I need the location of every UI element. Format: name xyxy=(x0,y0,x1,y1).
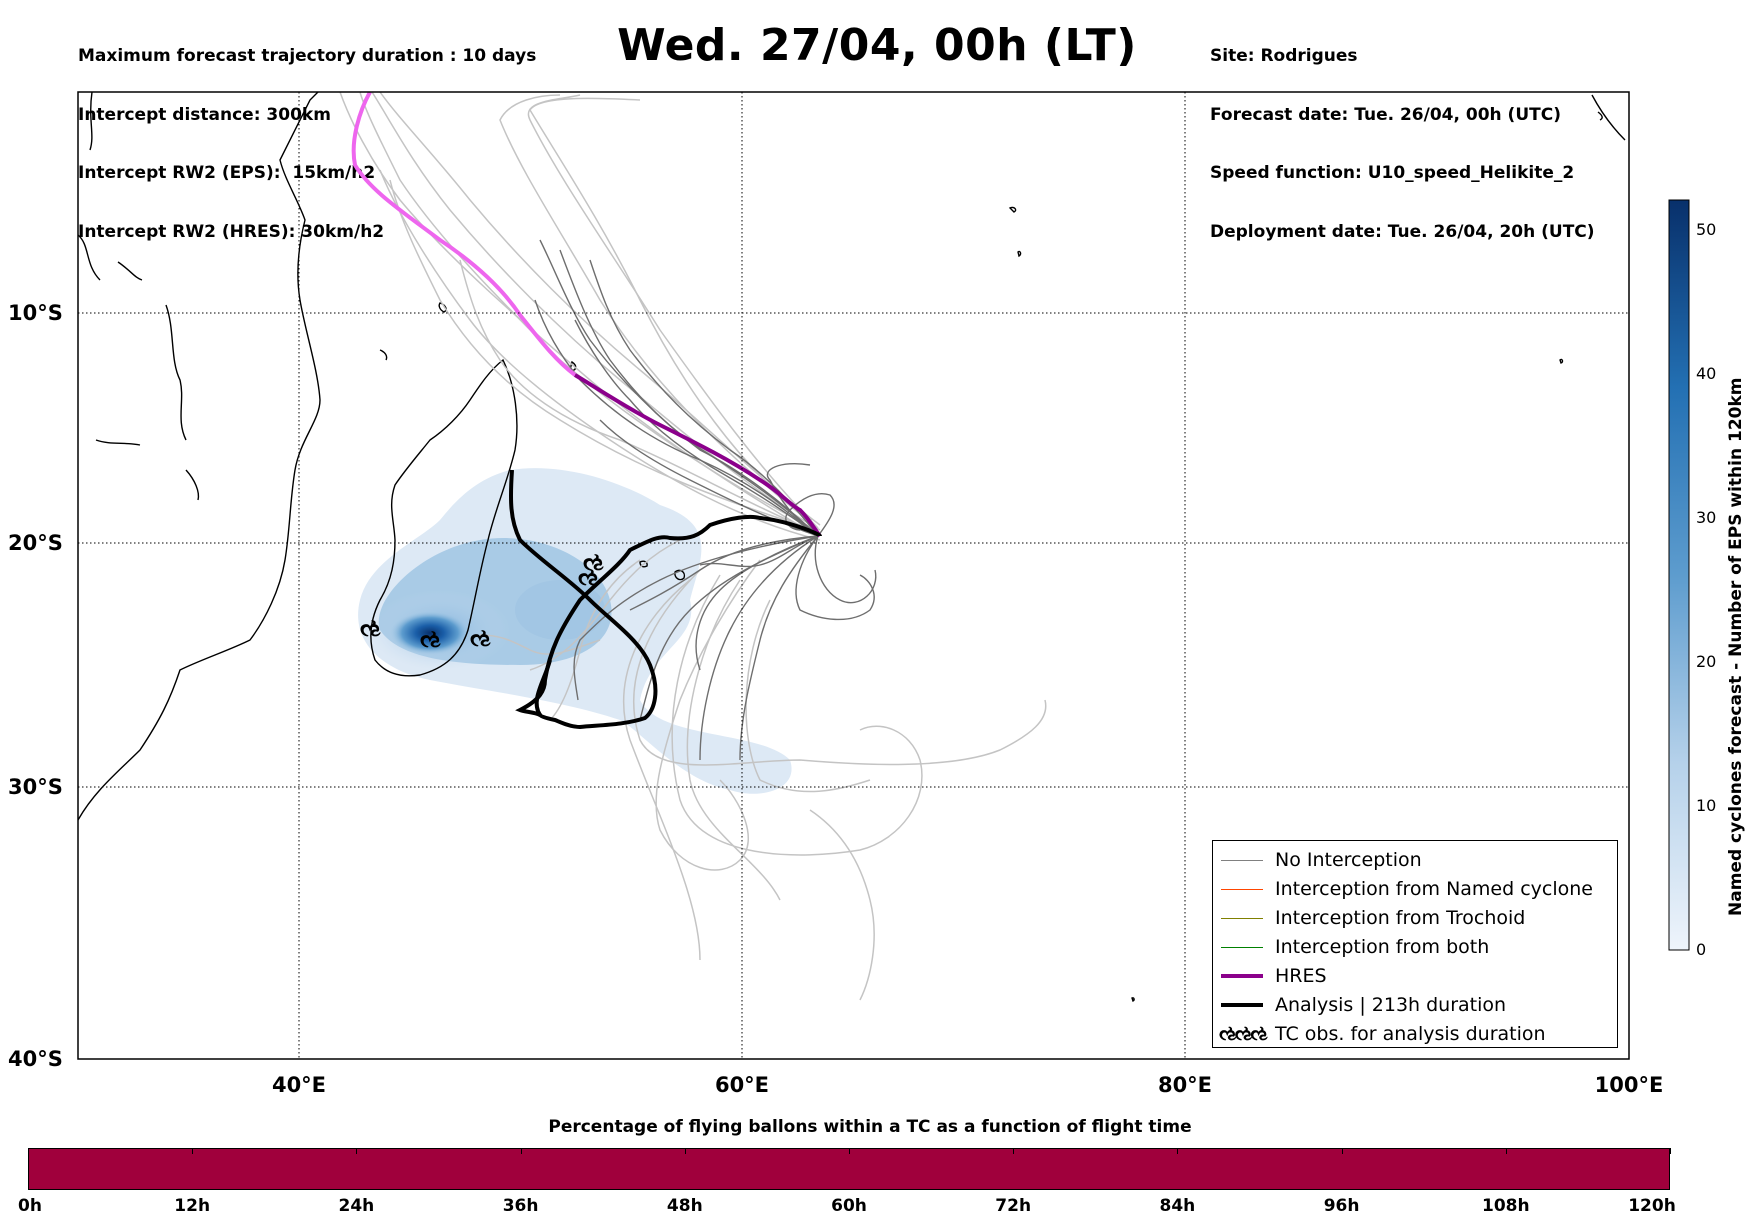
timeline-tick-label: 24h xyxy=(338,1196,375,1216)
legend-label: Interception from both xyxy=(1275,936,1490,958)
header-left: Maximum forecast trajectory duration : 1… xyxy=(78,8,536,262)
legend-swatch xyxy=(1221,1003,1263,1007)
lat-tick-label: 20°S xyxy=(8,531,63,555)
timeline-tick-label: 108h xyxy=(1482,1196,1530,1216)
map-title: Wed. 27/04, 00h (LT) xyxy=(617,20,1137,71)
tc-obs-icon: ઌ xyxy=(420,625,441,653)
header-right-line: Speed function: U10_speed_Helikite_2 xyxy=(1210,163,1575,183)
lon-tick-label: 60°E xyxy=(715,1073,769,1097)
timeline-tick-mark xyxy=(1013,1148,1015,1154)
hres-track xyxy=(351,92,822,538)
timeline-tick-mark xyxy=(684,1148,686,1154)
timeline-tick-label: 0h xyxy=(18,1196,42,1216)
colorbar-tick: 40 xyxy=(1696,364,1717,383)
timeline-tick-label: 72h xyxy=(995,1196,1032,1216)
header-left-line: Intercept RW2 (HRES): 30km/h2 xyxy=(78,221,385,242)
map-frame xyxy=(77,91,1630,1060)
tc-observation-symbols: ઌ ઌ ઌ ઌ ઌ xyxy=(360,548,604,653)
timeline-tick-label: 48h xyxy=(666,1196,703,1216)
timeline-tick-mark xyxy=(1670,1148,1671,1154)
timeline-tick-mark xyxy=(849,1148,850,1154)
timeline-tick-mark xyxy=(192,1148,194,1154)
gridlines xyxy=(78,92,1629,1059)
header-left-line: Maximum forecast trajectory duration : 1… xyxy=(78,46,537,66)
analysis-track xyxy=(508,469,822,730)
density-colorbar xyxy=(1668,199,1690,951)
timeline-tick-label: 84h xyxy=(1159,1196,1196,1216)
colorbar-tick: 20 xyxy=(1696,652,1717,671)
legend-item: No Interception xyxy=(1213,847,1617,875)
ensemble-trajectories-no-interception xyxy=(534,239,877,761)
colorbar-tick: 50 xyxy=(1696,220,1717,239)
timeline-tick-label: 120h xyxy=(1628,1196,1676,1216)
timeline-tick-mark xyxy=(520,1148,522,1154)
legend-swatch xyxy=(1221,974,1263,978)
legend-label: No Interception xyxy=(1275,849,1422,871)
tc-obs-icon: ઌ xyxy=(470,624,491,652)
header-left-line: Intercept distance: 300km xyxy=(78,104,331,125)
timeline-tick-mark xyxy=(356,1148,358,1154)
legend-item: Interception from Named cyclone xyxy=(1213,876,1617,904)
header-right-line: Deployment date: Tue. 26/04, 20h (UTC) xyxy=(1210,221,1595,242)
lat-tick-label: 30°S xyxy=(8,775,63,799)
legend-swatch xyxy=(1221,918,1263,919)
legend-label: TC obs. for analysis duration xyxy=(1275,1023,1546,1045)
legend-swatch xyxy=(1221,860,1263,861)
colorbar-tick: 0 xyxy=(1696,940,1707,959)
lat-tick-label: 10°S xyxy=(8,301,63,325)
lat-tick-label: 40°S xyxy=(8,1047,63,1071)
header-left-line: Intercept RW2 (EPS): 15km/h2 xyxy=(78,163,376,183)
colorbar-tick: 30 xyxy=(1696,508,1717,527)
timeline-tick-mark xyxy=(28,1148,29,1154)
header-right: Site: Rodrigues Forecast date: Tue. 26/0… xyxy=(1210,8,1595,262)
timeline-tick-label: 36h xyxy=(502,1196,539,1216)
timeline-tick-mark xyxy=(1505,1148,1507,1154)
timeline-tick-mark xyxy=(1341,1148,1343,1154)
header-right-line: Site: Rodrigues xyxy=(1210,46,1358,66)
legend-swatch xyxy=(1221,947,1263,948)
legend-label: Interception from Trochoid xyxy=(1275,907,1526,929)
timeline-tick-label: 96h xyxy=(1323,1196,1360,1216)
legend-label: Analysis | 213h duration xyxy=(1275,994,1507,1016)
timeline-tick-mark xyxy=(1177,1148,1179,1154)
timeline-bar xyxy=(28,1148,1670,1190)
legend-item: ઌઌઌ TC obs. for analysis duration xyxy=(1213,1021,1617,1049)
tc-obs-legend-icon: ઌઌઌ xyxy=(1219,1021,1268,1045)
colorbar-title: Named cyclones forecast - Number of EPS … xyxy=(1726,377,1746,916)
tc-obs-icon: ઌ xyxy=(360,614,381,642)
legend-item: Analysis | 213h duration xyxy=(1213,992,1617,1020)
legend: No Interception Interception from Named … xyxy=(1212,840,1618,1048)
legend-swatch xyxy=(1221,889,1263,890)
legend-item: HRES xyxy=(1213,963,1617,991)
tc-obs-icon: ઌ xyxy=(583,548,604,576)
legend-item: Interception from both xyxy=(1213,934,1617,962)
legend-label: HRES xyxy=(1275,965,1327,987)
timeline-tick-label: 12h xyxy=(174,1196,211,1216)
legend-label: Interception from Named cyclone xyxy=(1275,878,1593,900)
header-right-line: Forecast date: Tue. 26/04, 00h (UTC) xyxy=(1210,104,1561,125)
legend-item: Interception from Trochoid xyxy=(1213,905,1617,933)
tc-obs-icon: ઌ xyxy=(578,563,599,591)
timeline-title: Percentage of flying ballons within a TC… xyxy=(548,1117,1192,1137)
lon-tick-label: 40°E xyxy=(272,1073,326,1097)
lon-tick-label: 80°E xyxy=(1158,1073,1212,1097)
lon-tick-label: 100°E xyxy=(1595,1073,1664,1097)
colorbar-tick: 10 xyxy=(1696,796,1717,815)
timeline-tick-label: 60h xyxy=(831,1196,867,1216)
